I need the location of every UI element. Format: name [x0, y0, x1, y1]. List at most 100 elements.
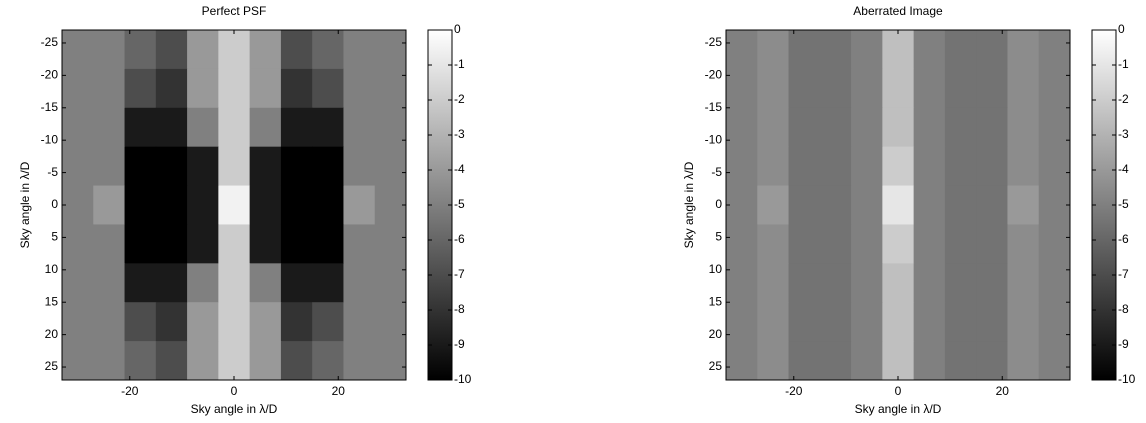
colorbar-tick-label: -9: [1118, 337, 1129, 351]
heatmap-cell: [1038, 68, 1070, 109]
heatmap-cell: [93, 107, 126, 148]
x-tick-label: 0: [231, 384, 238, 398]
colorbar-tick-label: -1: [1118, 57, 1129, 71]
heatmap-cell: [851, 146, 883, 187]
colorbar-tick-label: -2: [454, 92, 465, 106]
x-tick-label: -20: [121, 384, 139, 398]
heatmap-cell: [155, 224, 188, 264]
heatmap-cell: [913, 68, 946, 109]
heatmap-cell: [93, 302, 126, 342]
y-tick-label: -10: [705, 132, 723, 146]
heatmap-cell: [124, 224, 157, 264]
heatmap-cell: [819, 30, 852, 70]
heatmap-cell: [913, 224, 946, 264]
heatmap-cell: [944, 146, 977, 187]
heatmap-cell: [913, 107, 946, 148]
heatmap-cell: [187, 185, 219, 225]
heatmap-cell: [757, 263, 790, 303]
heatmap-cell: [280, 341, 313, 380]
heatmap-cell: [155, 263, 188, 303]
colorbar-tick-label: -10: [1118, 372, 1136, 386]
heatmap-cell: [187, 302, 219, 342]
heatmap-cell: [343, 185, 376, 225]
colorbar-tick-label: -7: [454, 267, 465, 281]
heatmap-cell: [976, 185, 1008, 225]
heatmap-cell: [788, 341, 821, 380]
heatmap-cell: [312, 224, 344, 264]
heatmap-cell: [249, 146, 282, 187]
heatmap-cell: [882, 224, 915, 264]
y-tick-label: 10: [709, 262, 723, 276]
y-axis-label: Sky angle in λ/D: [682, 161, 696, 248]
heatmap-cell: [757, 30, 790, 70]
heatmap-cell: [280, 146, 313, 187]
heatmap-cell: [788, 107, 821, 148]
heatmap-cell: [343, 302, 376, 342]
heatmap-cell: [726, 68, 758, 109]
heatmap-cell: [944, 341, 977, 380]
heatmap-cell: [93, 68, 126, 109]
y-tick-label: -20: [41, 68, 59, 82]
heatmap-cell: [312, 341, 344, 380]
colorbar-tick-label: -8: [454, 302, 465, 316]
heatmap-cell: [249, 263, 282, 303]
heatmap-cell: [913, 263, 946, 303]
heatmap-cell: [124, 68, 157, 109]
heatmap-cell: [726, 341, 758, 380]
heatmap-cell: [62, 224, 94, 264]
heatmap-cell: [976, 341, 1008, 380]
heatmap-cell: [1038, 224, 1070, 264]
colorbar-tick-label: -6: [454, 232, 465, 246]
heatmap-cell: [280, 185, 313, 225]
heatmap-cell: [93, 146, 126, 187]
heatmap-cell: [280, 68, 313, 109]
heatmap-cell: [944, 30, 977, 70]
colorbar-tick-label: 0: [454, 22, 461, 36]
heatmap-cell: [944, 185, 977, 225]
colorbar-tick-label: -3: [454, 127, 465, 141]
heatmap-cell: [124, 341, 157, 380]
heatmap-cell: [1038, 146, 1070, 187]
heatmap-cell: [312, 263, 344, 303]
heatmap-cell: [155, 107, 188, 148]
heatmap-cell: [374, 302, 406, 342]
y-tick-label: -25: [705, 35, 723, 49]
heatmap-cell: [187, 146, 219, 187]
heatmap-cell: [93, 224, 126, 264]
heatmap-cell: [726, 107, 758, 148]
heatmap-cell: [218, 107, 251, 148]
heatmap-cell: [1007, 224, 1040, 264]
heatmap-cell: [882, 30, 915, 70]
heatmap-cell: [851, 224, 883, 264]
heatmap-cell: [819, 302, 852, 342]
colorbar-tick-label: -10: [454, 372, 472, 386]
heatmap-cell: [788, 185, 821, 225]
chart-title: Perfect PSF: [202, 4, 267, 18]
heatmap-cell: [1038, 107, 1070, 148]
colorbar-tick-label: -5: [454, 197, 465, 211]
chart-title: Aberrated Image: [853, 4, 943, 18]
heatmap-cell: [882, 341, 915, 380]
heatmap-cell: [944, 68, 977, 109]
heatmap-cell: [757, 107, 790, 148]
heatmap-cell: [757, 185, 790, 225]
heatmap-cell: [757, 341, 790, 380]
heatmap-cell: [249, 185, 282, 225]
heatmap-cell: [374, 107, 406, 148]
heatmap-cell: [312, 302, 344, 342]
heatmap-cell: [187, 107, 219, 148]
heatmap-cell: [976, 107, 1008, 148]
x-axis-label: Sky angle in λ/D: [855, 402, 942, 416]
colorbar-tick-label: -7: [1118, 267, 1129, 281]
heatmap-cell: [882, 302, 915, 342]
heatmap-cell: [944, 107, 977, 148]
y-tick-label: 15: [709, 294, 723, 308]
heatmap-cell: [819, 185, 852, 225]
heatmap-cell: [726, 146, 758, 187]
heatmap-cell: [1038, 302, 1070, 342]
heatmap-cell: [218, 146, 251, 187]
heatmap-cell: [913, 302, 946, 342]
heatmap-cell: [882, 107, 915, 148]
heatmap-cell: [374, 263, 406, 303]
heatmap-cell: [788, 302, 821, 342]
